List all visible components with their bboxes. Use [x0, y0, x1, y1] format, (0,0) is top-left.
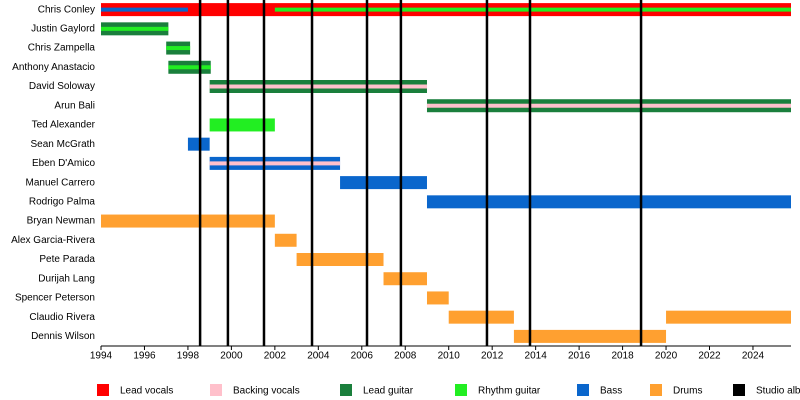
row-label: Rodrigo Palma: [29, 196, 96, 207]
row-label: Manuel Carrero: [26, 177, 96, 188]
row-label: Bryan Newman: [27, 216, 95, 227]
row-label: Pete Parada: [39, 254, 95, 265]
row-label: David Soloway: [29, 81, 95, 92]
role-bar: [274, 233, 297, 247]
x-tick-label: 1996: [133, 351, 156, 362]
role-bar: [187, 137, 210, 151]
role-bar: [448, 310, 514, 324]
role-bar: [383, 272, 427, 286]
legend-label: Rhythm guitar: [478, 386, 541, 397]
row-label: Dennis Wilson: [31, 331, 95, 342]
x-tick-label: 1998: [177, 351, 200, 362]
legend-swatch: [733, 384, 745, 396]
role-stripe: [168, 65, 211, 70]
row-label: Ted Alexander: [32, 120, 96, 131]
role-bar: [101, 214, 275, 228]
legend-label: Studio albums: [756, 386, 800, 397]
row-label: Arun Bali: [54, 100, 95, 111]
role-stripe: [101, 7, 188, 12]
row-label: Spencer Peterson: [15, 293, 95, 304]
role-bar: [426, 291, 449, 305]
role-stripe: [101, 26, 169, 31]
x-tick-label: 2018: [611, 351, 634, 362]
legend-swatch: [210, 384, 222, 396]
x-tick-label: 2000: [220, 351, 243, 362]
role-bar: [666, 310, 791, 324]
x-tick-label: 2002: [264, 351, 287, 362]
role-bar: [426, 195, 791, 209]
role-stripe: [166, 46, 191, 51]
legend-swatch: [97, 384, 109, 396]
row-label: Anthony Anastacio: [12, 62, 95, 73]
x-tick-label: 2008: [394, 351, 417, 362]
role-bar: [296, 253, 384, 266]
row-label: Justin Gaylord: [31, 23, 95, 34]
x-tick-label: 1994: [90, 351, 113, 362]
x-tick-label: 2004: [307, 351, 330, 362]
legend-swatch: [650, 384, 662, 396]
x-tick-label: 2006: [351, 351, 374, 362]
x-tick-label: 2020: [655, 351, 678, 362]
row-label: Durijah Lang: [38, 273, 95, 284]
x-tick-label: 2014: [525, 351, 548, 362]
row-label: Alex Garcia-Rivera: [11, 235, 95, 246]
role-bar: [513, 329, 667, 343]
legend-swatch: [455, 384, 467, 396]
row-label: Eben D'Amico: [32, 158, 95, 169]
x-tick-label: 2016: [568, 351, 591, 362]
role-bar: [340, 176, 427, 190]
legend-label: Lead vocals: [120, 386, 173, 397]
role-stripe: [209, 161, 341, 166]
legend-swatch: [340, 384, 352, 396]
x-tick-label: 2012: [481, 351, 504, 362]
row-label: Chris Conley: [38, 4, 95, 15]
legend-label: Lead guitar: [363, 386, 414, 397]
role-stripe: [274, 7, 791, 12]
role-stripe: [209, 84, 427, 89]
legend-label: Bass: [600, 386, 622, 397]
role-stripe: [426, 103, 791, 108]
row-label: Sean McGrath: [31, 139, 95, 150]
x-tick-label: 2024: [742, 351, 765, 362]
legend-swatch: [577, 384, 589, 396]
x-tick-label: 2010: [438, 351, 461, 362]
legend-label: Backing vocals: [233, 386, 300, 397]
role-bar: [209, 118, 275, 132]
x-tick-label: 2022: [698, 351, 721, 362]
row-label: Claudio Rivera: [29, 312, 95, 323]
row-label: Chris Zampella: [28, 43, 96, 54]
legend-label: Drums: [673, 386, 702, 397]
